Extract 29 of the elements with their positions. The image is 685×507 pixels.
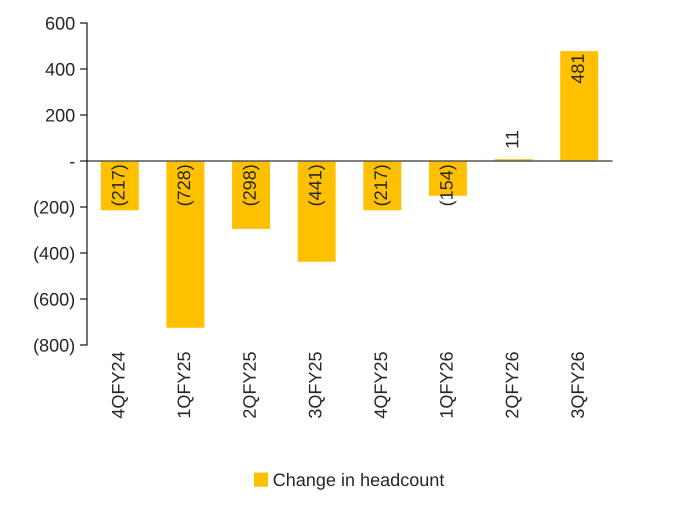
data-label: (154) [440,165,456,206]
legend-label: Change in headcount [274,472,444,490]
y-tick-label: - [70,162,74,164]
y-tick-label: 600 [46,16,74,30]
x-tick-label: 4QFY25 [374,352,390,418]
data-label: 481 [571,54,584,84]
x-tick-label: 4QFY24 [112,352,128,418]
y-tick-label: 400 [45,62,74,76]
y-tick-label: (800) [34,338,74,356]
y-tick-label: (200) [34,200,74,218]
data-label: (728) [177,165,194,206]
bar [296,160,338,264]
x-tick-label: 1QFY25 [178,352,194,418]
data-label: (217) [374,165,391,206]
bar [230,160,272,230]
data-label: (217) [111,165,128,206]
y-tick-label: (400) [34,246,74,264]
x-tick-label: 2QFY25 [243,352,260,418]
data-label: 11 [506,130,518,148]
bar [165,160,206,330]
x-tick-label: 3QFY26 [571,352,588,418]
x-tick-label: 3QFY25 [308,352,325,418]
x-tick-label: 1QFY26 [440,352,456,418]
data-label: (298) [242,165,260,206]
bar [558,50,600,162]
x-tick-label: 2QFY26 [506,352,522,418]
data-label: (441) [308,165,326,206]
y-tick-label: (600) [34,292,74,310]
y-tick-label: 200 [46,108,74,122]
